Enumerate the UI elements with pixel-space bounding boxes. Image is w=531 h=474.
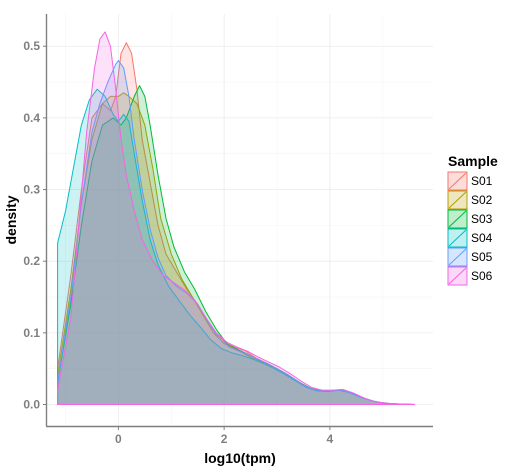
- legend-label: S03: [471, 212, 493, 226]
- x-tick-label: 2: [221, 432, 228, 446]
- legend-item-s04: S04: [447, 228, 493, 248]
- y-tick-label: 0.1: [23, 326, 40, 340]
- legend-label: S02: [471, 193, 493, 207]
- legend-item-s02: S02: [447, 190, 493, 210]
- legend-item-s05: S05: [447, 247, 493, 267]
- legend-item-s06: S06: [447, 266, 493, 286]
- legend-key-diagonal: [448, 191, 467, 209]
- y-tick-label: 0.5: [23, 39, 40, 53]
- legend-key-diagonal: [448, 248, 467, 266]
- gridlines: [47, 14, 433, 426]
- density-series: [57, 31, 415, 405]
- legend-item-s03: S03: [447, 209, 493, 229]
- x-tick-label: 0: [115, 432, 122, 446]
- y-tick-label: 0.2: [23, 254, 40, 268]
- density-area-s04: [57, 88, 415, 405]
- legend-title: Sample: [448, 153, 498, 169]
- legend-label: S05: [471, 250, 493, 264]
- axes: [45, 14, 433, 428]
- density-area-s05: [57, 60, 415, 405]
- legend-key-diagonal: [448, 210, 467, 228]
- legend-key-diagonal: [448, 172, 467, 190]
- legend-label: S01: [471, 174, 493, 188]
- ticks: 0.0 0.1 0.2 0.3 0.4 0.5 0 2 4: [23, 39, 333, 446]
- legend-key-diagonal: [448, 229, 467, 247]
- legend: Sample S01 S02 S03 S04 S05 S06: [447, 153, 498, 286]
- y-tick-label: 0.3: [23, 183, 40, 197]
- y-axis-title: density: [3, 195, 19, 244]
- y-tick-label: 0.0: [23, 398, 40, 412]
- x-axis-title: log10(tpm): [204, 450, 276, 466]
- legend-label: S04: [471, 231, 493, 245]
- legend-key-diagonal: [448, 267, 467, 285]
- density-area-s06: [57, 31, 415, 405]
- x-tick-label: 4: [327, 432, 334, 446]
- legend-item-s01: S01: [447, 171, 493, 191]
- legend-label: S06: [471, 269, 493, 283]
- y-tick-label: 0.4: [23, 111, 40, 125]
